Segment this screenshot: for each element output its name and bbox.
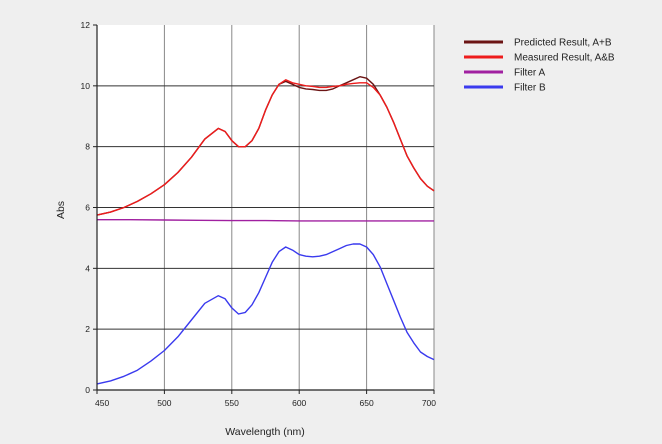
x-tick-label: 450 [95,398,109,408]
series-line-2 [97,218,434,222]
y-tick-label: 6 [85,203,90,213]
y-tick-label: 12 [81,20,91,30]
y-axis-label: Abs [55,201,67,219]
series-line-3 [96,243,435,385]
tick-labels: 450 500 550 600 650 700 0 2 4 6 8 10 12 [81,20,437,408]
legend-label: Filter A [514,68,545,79]
x-tick-label: 700 [422,398,436,408]
y-tick-label: 2 [85,324,90,334]
legend-entry-1: Measured Result, A&B [464,53,615,64]
legend-label: Measured Result, A&B [514,53,615,64]
grid-lines [97,25,435,390]
y-tick-label: 10 [81,81,91,91]
series-layer [96,75,435,385]
x-tick-label: 650 [360,398,374,408]
y-tick-label: 8 [85,142,90,152]
legend-entry-3: Filter B [464,83,546,94]
x-tick-label: 550 [225,398,239,408]
legend-entry-2: Filter A [464,68,545,79]
legend-entry-0: Predicted Result, A+B [464,38,612,49]
series-line-1 [96,79,435,216]
legend-label: Predicted Result, A+B [514,38,612,49]
y-tick-label: 4 [85,263,90,273]
x-axis-label: Wavelength (nm) [225,426,305,438]
legend: Predicted Result, A+B Measured Result, A&… [464,38,615,94]
y-tick-label: 0 [85,385,90,395]
x-tick-label: 500 [157,398,171,408]
axes [93,24,435,394]
x-tick-label: 600 [292,398,306,408]
legend-label: Filter B [514,83,546,94]
